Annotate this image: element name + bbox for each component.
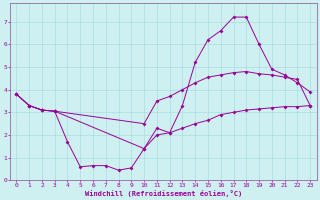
X-axis label: Windchill (Refroidissement éolien,°C): Windchill (Refroidissement éolien,°C) — [84, 190, 242, 197]
